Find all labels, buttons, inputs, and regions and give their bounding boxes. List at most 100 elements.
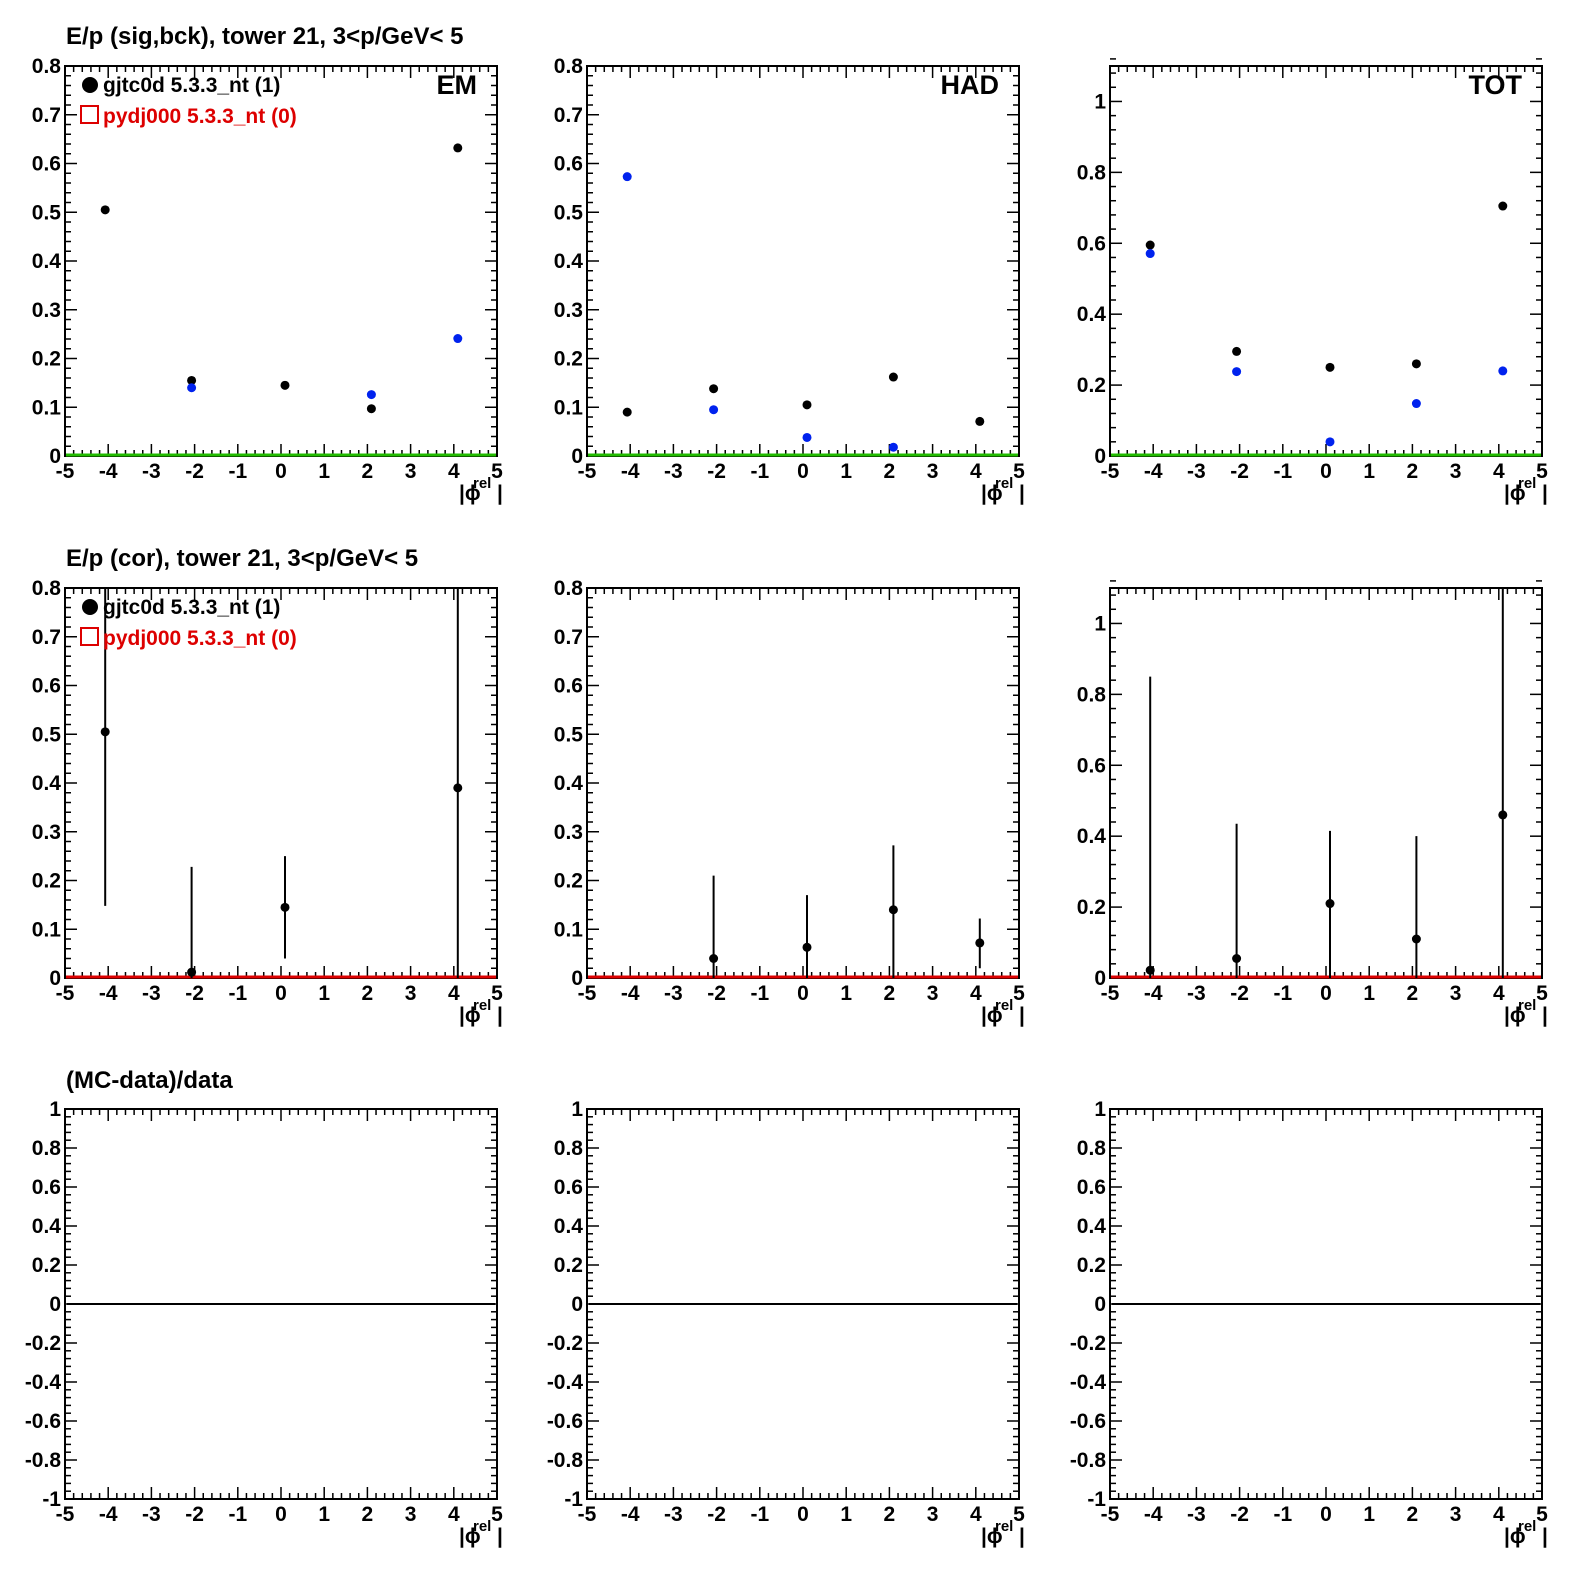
x-tick-label: -5 <box>1101 1503 1120 1526</box>
x-tick-label: -5 <box>578 1503 597 1526</box>
x-tick-label: -3 <box>664 460 683 483</box>
y-tick-label: 0.7 <box>32 104 61 127</box>
x-axis-label: |ϕ <box>459 1004 481 1027</box>
y-tick-label: 0.1 <box>32 396 62 419</box>
x-axis-label: |ϕ <box>459 482 481 505</box>
y-tick-label: 0.1 <box>32 918 62 941</box>
data-point <box>187 967 197 977</box>
y-tick-label: 0.8 <box>554 577 584 600</box>
x-tick-label: -5 <box>1101 460 1120 483</box>
x-axis-label-sup: rel <box>473 475 491 492</box>
x-axis-label-sup: rel <box>473 997 491 1014</box>
x-tick-label: -4 <box>1144 982 1163 1005</box>
y-tick-label: 0.8 <box>32 577 62 600</box>
panel-label-em: EM <box>437 70 478 100</box>
x-tick-label: 3 <box>1450 982 1462 1005</box>
x-tick-label: 3 <box>405 1503 417 1526</box>
y-tick-label: 0.5 <box>554 723 584 746</box>
x-tick-label: -5 <box>56 460 75 483</box>
y-tick-label: 0.8 <box>32 55 62 78</box>
data-point <box>709 384 719 394</box>
data-point <box>453 143 463 153</box>
panel-had: -5 -4 -3 -2 -1 0 1 2 3 4 5 0 0.1 0.2 0.3 0.4 0.5 0.6 0.7 0.… <box>554 55 1025 505</box>
y-tick-label: 0.4 <box>32 250 62 273</box>
x-tick-label: 2 <box>884 982 896 1005</box>
x-tick-label: 4 <box>448 1503 460 1526</box>
x-tick-label: 0 <box>275 1503 287 1526</box>
x-tick-label: 2 <box>362 982 374 1005</box>
data-point <box>1498 810 1508 820</box>
y-tick-label: 0.1 <box>554 918 584 941</box>
x-tick-label: -1 <box>228 982 247 1005</box>
data-point <box>1325 899 1335 909</box>
y-tick-label: 0.4 <box>1077 825 1107 848</box>
x-tick-label: 5 <box>1536 1503 1548 1526</box>
x-tick-label: 2 <box>1407 460 1419 483</box>
data-point <box>1232 346 1242 356</box>
x-tick-label: 1 <box>1363 982 1375 1005</box>
x-tick-label: 0 <box>1320 1503 1332 1526</box>
y-tick-label: 0.6 <box>554 675 583 698</box>
y-tick-label: 0.6 <box>32 1176 61 1199</box>
x-axis-label-end: | <box>497 1525 503 1548</box>
x-axis-label-end: | <box>1019 1004 1025 1027</box>
legend-label-data: gjtc0d 5.3.3_nt (1) <box>103 596 280 619</box>
x-tick-label: 0 <box>1320 982 1332 1005</box>
x-tick-label: -4 <box>1144 460 1163 483</box>
y-tick-label: 0.8 <box>1077 1137 1107 1160</box>
x-tick-label: 1 <box>318 982 330 1005</box>
x-tick-label: 0 <box>1320 460 1332 483</box>
x-axis-label: |ϕ <box>981 1004 1003 1027</box>
data-point <box>622 172 632 182</box>
legend-marker-data <box>82 77 98 93</box>
x-tick-label: -4 <box>1144 1503 1163 1526</box>
y-tick-label: 0 <box>49 967 61 990</box>
y-tick-label: 1 <box>1094 90 1106 113</box>
y-tick-label: 0.5 <box>554 201 584 224</box>
x-tick-label: -4 <box>621 460 640 483</box>
y-tick-label: 0.8 <box>554 1137 584 1160</box>
data-point <box>100 205 110 215</box>
x-axis-label-end: | <box>497 482 503 505</box>
y-tick-label: -0.2 <box>1070 1332 1106 1355</box>
y-tick-label: -0.6 <box>1070 1410 1106 1433</box>
x-tick-label: -2 <box>707 460 726 483</box>
data-point <box>453 783 463 793</box>
y-tick-label: -1 <box>1087 1488 1106 1511</box>
legend-row2: gjtc0d 5.3.3_nt (1) pydj000 5.3.3_nt (0) <box>80 596 297 650</box>
x-tick-label: 1 <box>318 460 330 483</box>
x-tick-label: -3 <box>1187 460 1206 483</box>
y-tick-label: 1 <box>571 1098 583 1121</box>
x-tick-label: -3 <box>1187 1503 1206 1526</box>
x-tick-label: -1 <box>228 1503 247 1526</box>
x-tick-label: -2 <box>185 982 204 1005</box>
y-tick-label: 0.3 <box>554 299 583 322</box>
x-axis-label-end: | <box>1542 482 1548 505</box>
y-tick-label: 0.6 <box>32 153 61 176</box>
y-tick-label: 0.8 <box>32 1137 62 1160</box>
x-tick-label: -5 <box>56 982 75 1005</box>
x-tick-label: 1 <box>840 460 852 483</box>
x-tick-label: 0 <box>797 460 809 483</box>
x-tick-label: 2 <box>884 1503 896 1526</box>
x-tick-label: -4 <box>99 1503 118 1526</box>
x-tick-label: -2 <box>1230 1503 1249 1526</box>
x-tick-label: 4 <box>1493 460 1505 483</box>
x-tick-label: -2 <box>185 1503 204 1526</box>
y-tick-label: -0.6 <box>547 1410 583 1433</box>
x-tick-label: -2 <box>1230 982 1249 1005</box>
x-tick-label: 2 <box>362 1503 374 1526</box>
x-tick-label: -3 <box>1187 982 1206 1005</box>
x-tick-label: -3 <box>664 982 683 1005</box>
x-tick-label: -1 <box>228 460 247 483</box>
x-axis-label: |ϕ <box>981 1525 1003 1548</box>
y-tick-label: 0.2 <box>554 348 583 371</box>
data-point <box>187 383 197 393</box>
x-tick-label: 3 <box>405 460 417 483</box>
data-point <box>622 407 632 417</box>
x-tick-label: 1 <box>840 982 852 1005</box>
x-tick-label: 3 <box>927 982 939 1005</box>
y-tick-label: 0.6 <box>1077 232 1106 255</box>
x-axis-label-sup: rel <box>1518 1518 1536 1535</box>
data-point <box>100 727 110 737</box>
